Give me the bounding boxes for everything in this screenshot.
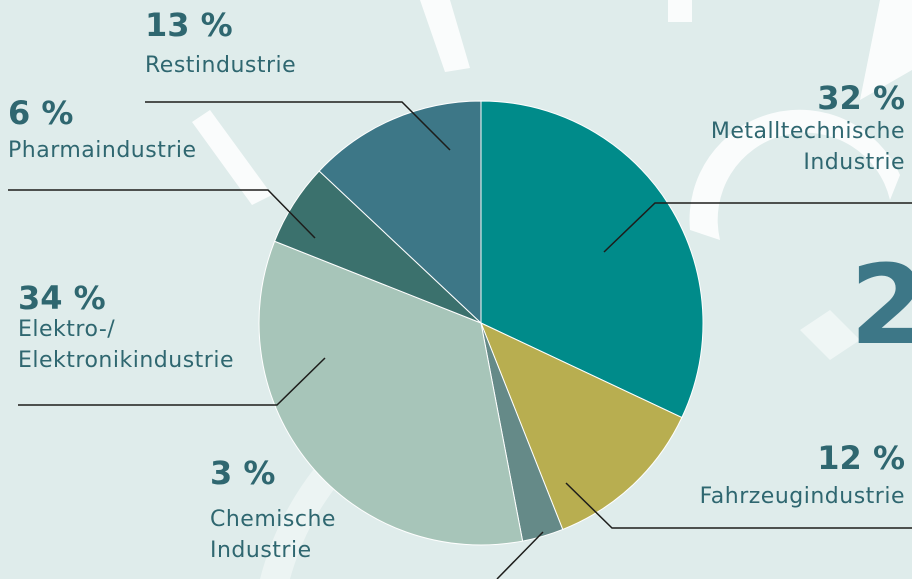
- pie-slice: [480, 100, 704, 419]
- value-label: 13 %: [145, 6, 233, 44]
- leader-line: [565, 482, 912, 529]
- category-label: Metalltechnische Industrie: [710, 119, 905, 175]
- pie-slice: [258, 240, 524, 546]
- value-label: 34 %: [18, 279, 106, 317]
- value-label: 12 %: [817, 439, 905, 477]
- category-label: Elektro-/ Elektronikindustrie: [18, 317, 234, 373]
- value-label: 6 %: [8, 94, 74, 132]
- category-label: Chemische Industrie: [210, 507, 336, 563]
- leader-line: [8, 189, 316, 239]
- value-label: 32 %: [817, 79, 905, 117]
- decoration: [192, 0, 912, 579]
- leader-line: [603, 202, 912, 253]
- leader-line: [18, 357, 326, 406]
- pie: [258, 100, 704, 546]
- leaders: [8, 101, 912, 579]
- leader-line: [145, 101, 451, 151]
- category-label: Pharmaindustrie: [8, 138, 197, 163]
- page-number: 2: [850, 241, 912, 369]
- pie-slice: [480, 322, 683, 531]
- category-label: Fahrzeugindustrie: [699, 484, 905, 509]
- category-label: Restindustrie: [145, 53, 297, 78]
- pie-slice: [318, 100, 482, 325]
- leader-line: [496, 531, 544, 579]
- value-label: 3 %: [210, 454, 276, 492]
